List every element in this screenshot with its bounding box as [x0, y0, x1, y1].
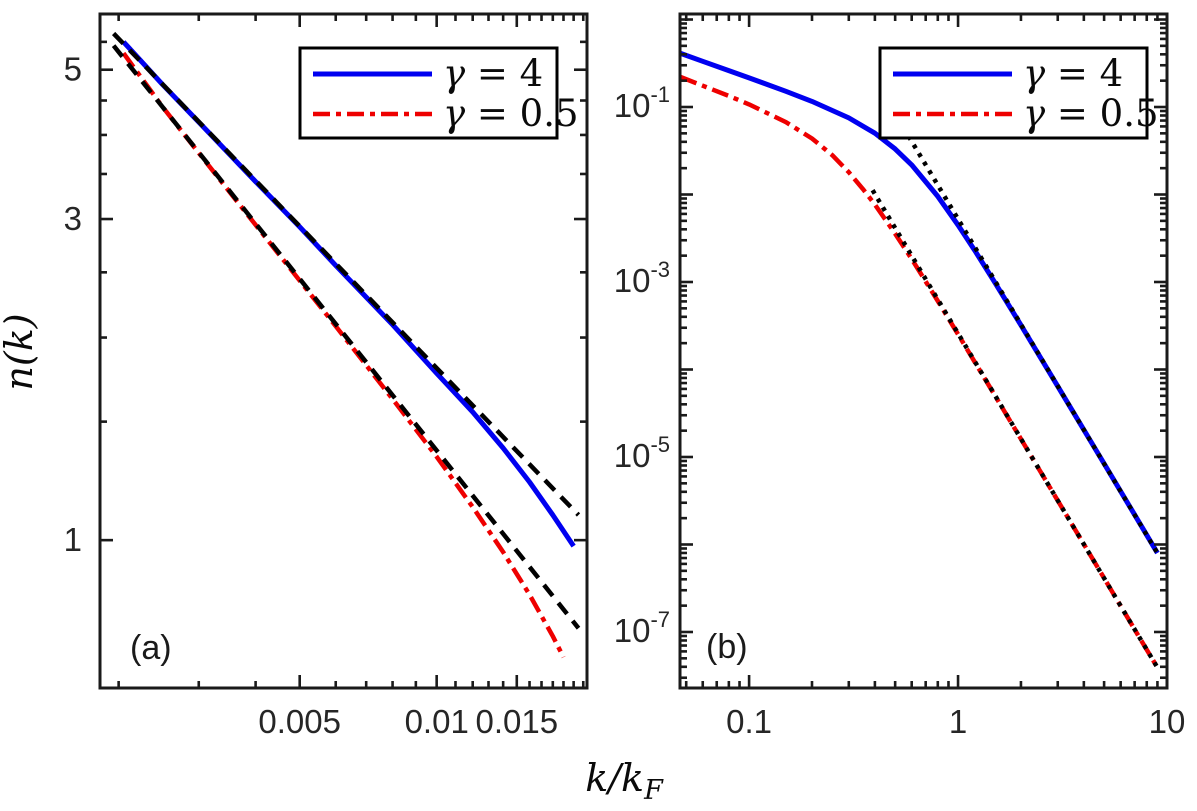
panel-b: 0.1 1 10 10-1 10-3 10-5 10-7 (b)	[614, 12, 1186, 740]
y-tick-label: 10-5	[614, 432, 670, 474]
x-tick-label: 10	[1149, 703, 1186, 740]
x-tick-label: 0.005	[258, 703, 341, 740]
curve-powerlaw-fit-gamma-05	[111, 44, 581, 630]
legend-label-gamma-4: γ = 4	[443, 52, 543, 95]
legend-box-b	[878, 46, 1149, 140]
y-tick-label: 3	[64, 200, 82, 237]
curve-k4-asymptote-gamma-05	[870, 189, 1160, 669]
legend-a: γ = 4γ = 0.5	[298, 46, 579, 140]
legend-box-a	[298, 46, 559, 140]
axes-border-b	[678, 12, 1169, 690]
legend-label-gamma-4: γ = 4	[1023, 52, 1123, 95]
y-tick-label: 5	[64, 51, 82, 88]
panel-label-a: (a)	[130, 629, 172, 667]
x-tick-label: 0.01	[405, 703, 469, 740]
legend-label-gamma-05: γ = 0.5	[443, 92, 579, 135]
x-tick-label: 0.1	[726, 703, 772, 740]
panel-a: 0.005 0.01 0.015 1 3 5 (a) n(k)	[0, 12, 589, 740]
y-axis-label: n(k)	[0, 313, 41, 390]
legend-label-gamma-05: γ = 0.5	[1023, 92, 1159, 135]
y-tick-label: 10-7	[614, 607, 670, 649]
curve-k4-asymptote-gamma-4	[906, 135, 1160, 555]
curve-gamma-05	[679, 74, 1160, 669]
y-tick-label: 10-3	[614, 257, 670, 299]
curve-powerlaw-fit-gamma-4	[111, 31, 581, 517]
curve-gamma-05	[121, 51, 566, 659]
x-tick-label: 1	[949, 703, 967, 740]
y-tick-label: 1	[64, 521, 82, 558]
legend-b: γ = 4γ = 0.5	[878, 46, 1159, 140]
x-axis-label: k/kF	[585, 756, 664, 806]
x-tick-label: 0.015	[476, 703, 559, 740]
y-tick-label: 10-1	[614, 82, 670, 124]
panel-label-b: (b)	[706, 628, 748, 666]
axes-border-a	[98, 12, 589, 690]
plot-area-b	[679, 51, 1160, 669]
plot-area-a	[111, 31, 581, 659]
